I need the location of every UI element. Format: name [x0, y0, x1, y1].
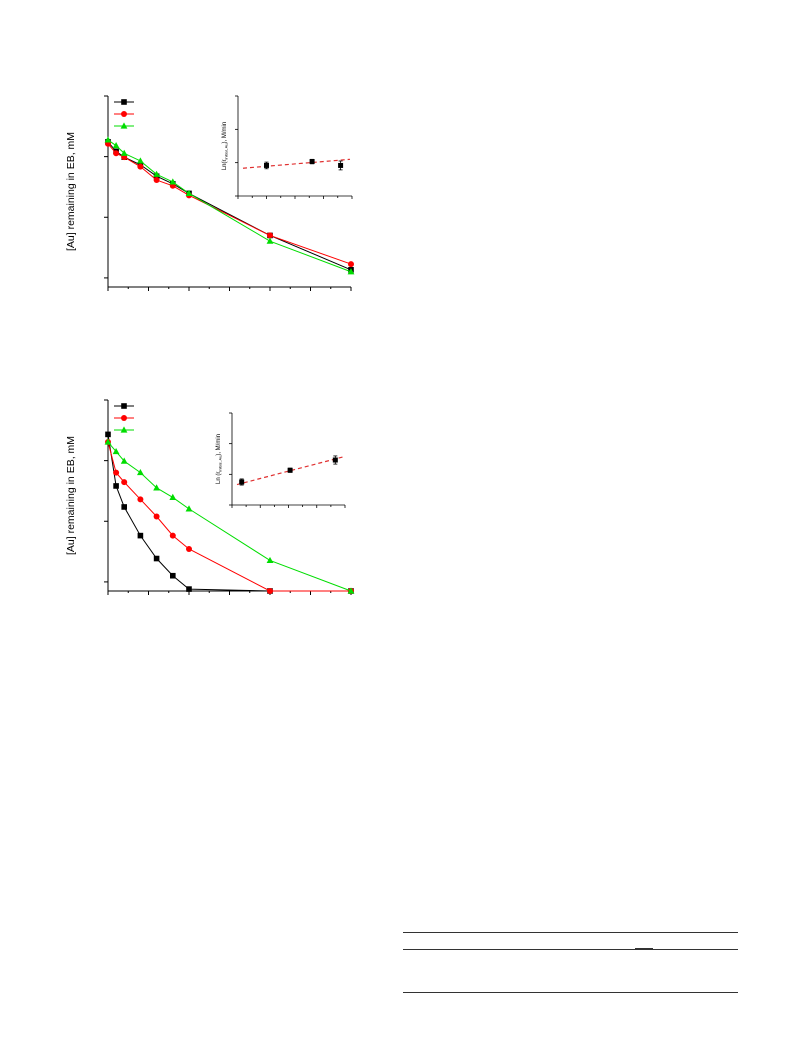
chart-top-series-2-point	[137, 163, 144, 170]
chart-top-inset-point	[338, 162, 344, 168]
chart-bottom-y-axis-label: [Au] remaining in EB, mM	[65, 436, 77, 555]
chart-bottom-legend-marker-1	[121, 403, 127, 409]
chart-top-inset-point	[264, 162, 269, 168]
chart-top-y-axis-label: [Au] remaining in EB, mM	[65, 132, 77, 251]
table-header-rule	[403, 949, 738, 950]
chart-bottom-series-2-point	[267, 588, 273, 594]
chart-top-series-3-point	[104, 136, 112, 143]
table-top-rule	[403, 932, 738, 933]
table-span-rule	[635, 948, 653, 949]
chart-bottom-series-2-point	[169, 532, 176, 539]
chart-top-series-2-point	[153, 177, 160, 184]
chart-bottom-series-1-point	[121, 504, 127, 510]
chart-bottom-series-1-point	[137, 532, 144, 539]
chart-bottom-svg: [Au] remaining in EB, mM Ln (rinitial, Au…	[65, 399, 355, 595]
chart-top-series-3-point	[120, 149, 128, 156]
chart-bottom-series-3-point	[112, 447, 120, 455]
chart-top-series-3-point	[185, 189, 193, 197]
chart-top-inset-point	[309, 159, 315, 165]
chart-top-svg: [Au] remaining in EB, mM Ln(rinitial, Au)…	[65, 95, 355, 291]
chart-bottom: [Au] remaining in EB, mM Ln (rinitial, Au…	[0, 385, 400, 685]
chart-top-inset-y-axis-label: Ln(rinitial, Au), M/min	[222, 122, 229, 170]
chart-top-series-3-point	[137, 157, 144, 164]
chart-bottom-series-1-line	[107, 434, 351, 592]
chart-top-series-2-point	[113, 150, 120, 157]
chart-bottom-series-1-point	[105, 431, 111, 438]
chart-bottom-series-1-point	[153, 555, 160, 562]
chart-top: [Au] remaining in EB, mM Ln(rinitial, Au)…	[0, 80, 400, 380]
chart-bottom-inset-y-axis-label-part: ), M/min	[216, 434, 222, 456]
chart-bottom-series-3-point	[169, 493, 177, 501]
chart-bottom-inset-fit-line	[236, 456, 344, 486]
chart-bottom-series-2-point	[186, 545, 192, 552]
chart-bottom-series-1-point	[113, 483, 119, 489]
table-bottom-rule	[403, 992, 738, 993]
chart-bottom-inset-point	[287, 467, 293, 473]
chart-top-series-3-point	[169, 178, 177, 185]
chart-top-series-3-point	[153, 170, 160, 177]
chart-bottom-series-3-point	[266, 556, 274, 564]
chart-bottom-series-3-point	[137, 468, 144, 476]
chart-top-series-3-point	[112, 142, 120, 149]
chart-bottom-series-1-point	[186, 586, 192, 592]
chart-bottom-legend-marker-3	[120, 426, 128, 433]
chart-bottom-series-1-point	[170, 572, 176, 579]
chart-top-inset-y-axis-label-part: Ln(r	[222, 160, 228, 171]
chart-bottom-series-2-point	[137, 496, 144, 503]
chart-bottom-inset-y-axis-label-part: initial, Au	[218, 456, 223, 472]
chart-bottom-series-3-point	[185, 505, 193, 512]
chart-top-series-3-point	[266, 237, 274, 244]
chart-top-legend-marker-3	[120, 122, 128, 129]
chart-top-series-3-point	[347, 268, 355, 275]
chart-top-inset-y-axis-label-part: ), M/min	[222, 122, 228, 144]
chart-top-inset-fit-line	[242, 158, 351, 169]
table-fragment	[403, 930, 738, 994]
chart-bottom-series-2-point	[153, 513, 160, 520]
chart-bottom-inset-point	[239, 479, 245, 485]
chart-bottom-legend-marker-2	[121, 415, 127, 421]
chart-top-series-2-point	[267, 232, 273, 239]
chart-top-series-2-point	[348, 261, 354, 268]
chart-bottom-inset-y-axis-label: Ln (rinitial, Au), M/min	[216, 434, 223, 484]
chart-bottom-series-2-point	[121, 479, 128, 486]
chart-bottom-series-3-point	[104, 438, 112, 445]
chart-bottom-inset-point	[332, 457, 338, 463]
chart-bottom-series-3-point	[153, 484, 160, 491]
chart-top-inset-y-axis-label-part: initial, Au	[224, 143, 229, 159]
chart-bottom-series-3-point	[120, 457, 128, 464]
chart-bottom-series-3-point	[347, 587, 355, 594]
chart-top-legend-marker-2	[121, 111, 127, 117]
chart-top-legend-marker-1	[121, 99, 127, 105]
chart-bottom-series-2-point	[113, 469, 120, 476]
chart-bottom-inset-y-axis-label-part: Ln (r	[216, 472, 222, 484]
